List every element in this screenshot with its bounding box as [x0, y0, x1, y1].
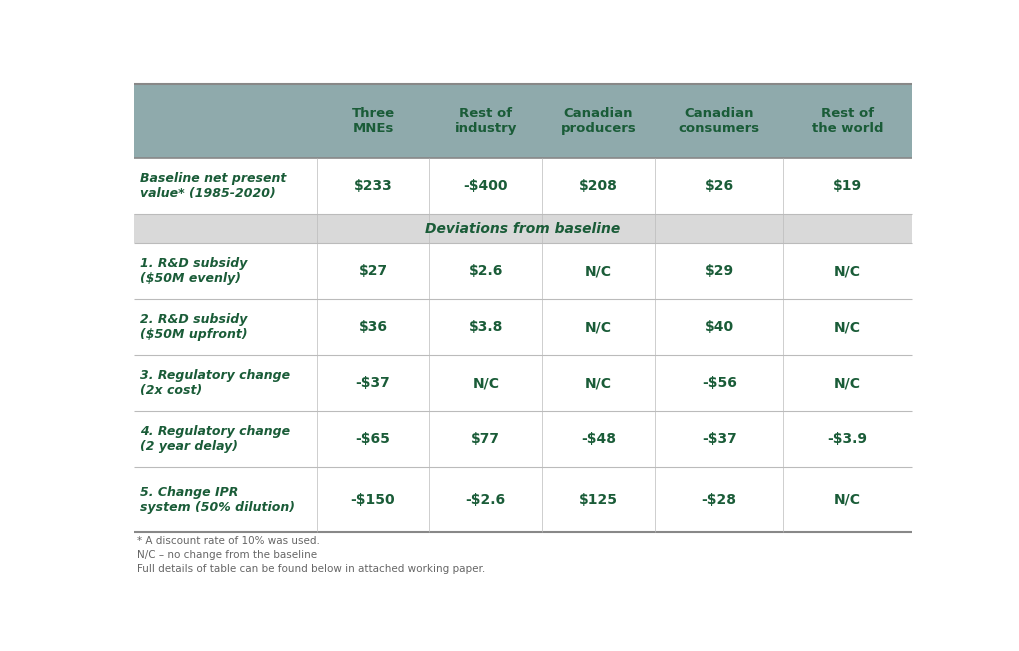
Text: Rest of
industry: Rest of industry — [454, 107, 517, 135]
Text: $77: $77 — [471, 432, 499, 447]
Text: Canadian
consumers: Canadian consumers — [678, 107, 759, 135]
Text: N/C: N/C — [472, 376, 499, 391]
Text: N/C: N/C — [834, 493, 860, 506]
Text: $19: $19 — [833, 180, 861, 193]
Text: -$400: -$400 — [463, 180, 507, 193]
Text: -$3.9: -$3.9 — [826, 432, 867, 447]
Text: $208: $208 — [579, 180, 618, 193]
Bar — [133, 158, 911, 214]
Text: 3. Regulatory change
(2x cost): 3. Regulatory change (2x cost) — [140, 369, 289, 397]
Text: N/C: N/C — [585, 264, 611, 278]
Text: $125: $125 — [579, 493, 618, 506]
Text: $29: $29 — [704, 264, 733, 278]
Text: $233: $233 — [354, 180, 392, 193]
Text: Full details of table can be found below in attached working paper.: Full details of table can be found below… — [137, 564, 485, 574]
Text: $26: $26 — [704, 180, 733, 193]
Text: -$37: -$37 — [701, 432, 736, 447]
Text: Rest of
the world: Rest of the world — [811, 107, 882, 135]
Text: 1. R&D subsidy
($50M evenly): 1. R&D subsidy ($50M evenly) — [140, 257, 247, 285]
Text: -$2.6: -$2.6 — [466, 493, 505, 506]
Text: Deviations from baseline: Deviations from baseline — [425, 222, 620, 236]
Bar — [133, 411, 911, 467]
Text: $3.8: $3.8 — [468, 320, 502, 335]
Text: -$28: -$28 — [701, 493, 736, 506]
Text: N/C: N/C — [585, 320, 611, 335]
Bar — [133, 467, 911, 532]
Bar — [133, 84, 911, 158]
Text: 2. R&D subsidy
($50M upfront): 2. R&D subsidy ($50M upfront) — [140, 313, 248, 341]
Text: $36: $36 — [358, 320, 387, 335]
Text: N/C: N/C — [585, 376, 611, 391]
Text: $2.6: $2.6 — [468, 264, 502, 278]
Text: $27: $27 — [358, 264, 387, 278]
Text: -$150: -$150 — [351, 493, 395, 506]
Text: N/C: N/C — [834, 376, 860, 391]
Text: -$56: -$56 — [701, 376, 736, 391]
Text: $40: $40 — [704, 320, 733, 335]
Text: 5. Change IPR
system (50% dilution): 5. Change IPR system (50% dilution) — [140, 486, 294, 514]
Text: -$48: -$48 — [581, 432, 615, 447]
Text: -$37: -$37 — [356, 376, 390, 391]
Text: N/C: N/C — [834, 320, 860, 335]
Text: Three
MNEs: Three MNEs — [352, 107, 394, 135]
Bar — [133, 355, 911, 411]
Text: N/C: N/C — [834, 264, 860, 278]
Bar — [133, 214, 911, 243]
Bar — [133, 243, 911, 299]
Text: -$65: -$65 — [356, 432, 390, 447]
Text: Baseline net present
value* (1985-2020): Baseline net present value* (1985-2020) — [140, 173, 286, 201]
Text: 4. Regulatory change
(2 year delay): 4. Regulatory change (2 year delay) — [140, 425, 289, 453]
Bar — [133, 299, 911, 355]
Text: * A discount rate of 10% was used.: * A discount rate of 10% was used. — [137, 536, 319, 546]
Text: Canadian
producers: Canadian producers — [560, 107, 636, 135]
Text: N/C – no change from the baseline: N/C – no change from the baseline — [137, 550, 317, 560]
